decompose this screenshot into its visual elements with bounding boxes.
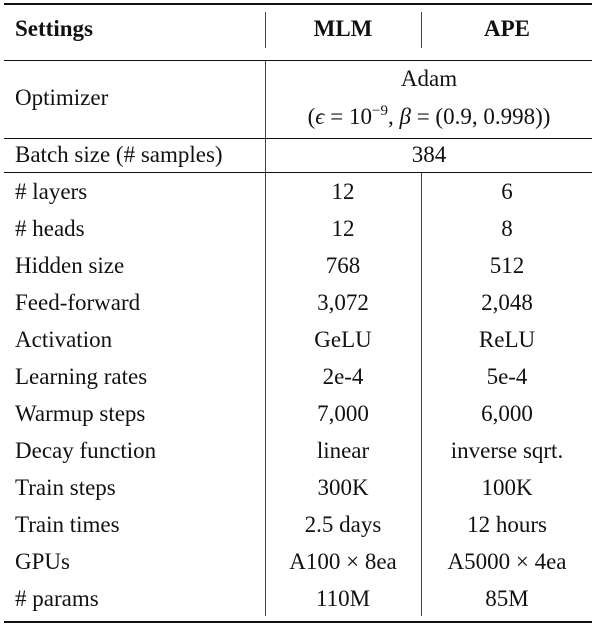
row-ape-value: ReLU [478, 327, 536, 352]
row-mlm-value: linear [316, 438, 370, 463]
batch-label: Batch size (# samples) [15, 142, 223, 167]
row-label: Decay function [15, 438, 157, 463]
col-separator [265, 173, 266, 616]
col-separator [265, 12, 266, 48]
header-settings: Settings [15, 16, 93, 41]
row-label: # heads [15, 216, 85, 241]
optimizer-label: Optimizer [15, 85, 109, 110]
row-mlm-value: 2.5 days [304, 512, 382, 537]
row-mlm-value: 12 [331, 216, 355, 241]
col-separator [421, 173, 422, 616]
row-label: GPUs [15, 549, 70, 574]
top-rule [4, 3, 592, 5]
row-label: Hidden size [15, 253, 125, 278]
row-mlm-value: A100 × 8ea [289, 549, 397, 574]
header-rule [4, 60, 592, 61]
row-mlm-value: 7,000 [317, 401, 369, 426]
row-ape-value: 512 [489, 253, 525, 278]
row-mlm-value: 3,072 [317, 290, 369, 315]
row-mlm-value: 300K [317, 475, 369, 500]
row-mlm-value: 768 [325, 253, 361, 278]
row-mlm-value: 2e-4 [322, 364, 364, 389]
row-label: # params [15, 586, 99, 611]
row-ape-value: 8 [501, 216, 513, 241]
row-label: Feed-forward [15, 290, 141, 315]
row-label: Activation [15, 327, 113, 352]
batch-rule [4, 172, 592, 173]
optimizer-rule [4, 138, 592, 139]
row-ape-value: 12 hours [467, 512, 547, 537]
row-label: Learning rates [15, 364, 148, 389]
row-label: Warmup steps [15, 401, 146, 426]
optimizer-params: (ϵ = 10−9, β = (0.9, 0.998)) [307, 103, 551, 130]
settings-table: Settings MLM APE Optimizer Adam (ϵ = 10−… [4, 0, 592, 626]
row-mlm-value: GeLU [314, 327, 372, 352]
header-mlm: MLM [313, 16, 373, 41]
row-label: Train times [15, 512, 120, 537]
row-ape-value: 2,048 [481, 290, 533, 315]
row-ape-value: 5e-4 [486, 364, 528, 389]
row-ape-value: 6,000 [481, 401, 533, 426]
batch-value: 384 [411, 142, 447, 167]
row-ape-value: 85M [485, 586, 529, 611]
header-ape: APE [484, 16, 530, 41]
row-ape-value: 6 [501, 179, 513, 204]
row-mlm-value: 110M [315, 586, 371, 611]
row-mlm-value: 12 [331, 179, 355, 204]
row-ape-value: A5000 × 4ea [447, 549, 567, 574]
col-separator [265, 61, 266, 138]
row-ape-value: inverse sqrt. [450, 438, 564, 463]
row-label: # layers [15, 179, 88, 204]
col-separator [421, 12, 422, 48]
row-ape-value: 100K [481, 475, 533, 500]
bottom-rule [4, 621, 592, 623]
optimizer-name: Adam [400, 66, 458, 91]
col-separator [265, 139, 266, 172]
row-label: Train steps [15, 475, 116, 500]
